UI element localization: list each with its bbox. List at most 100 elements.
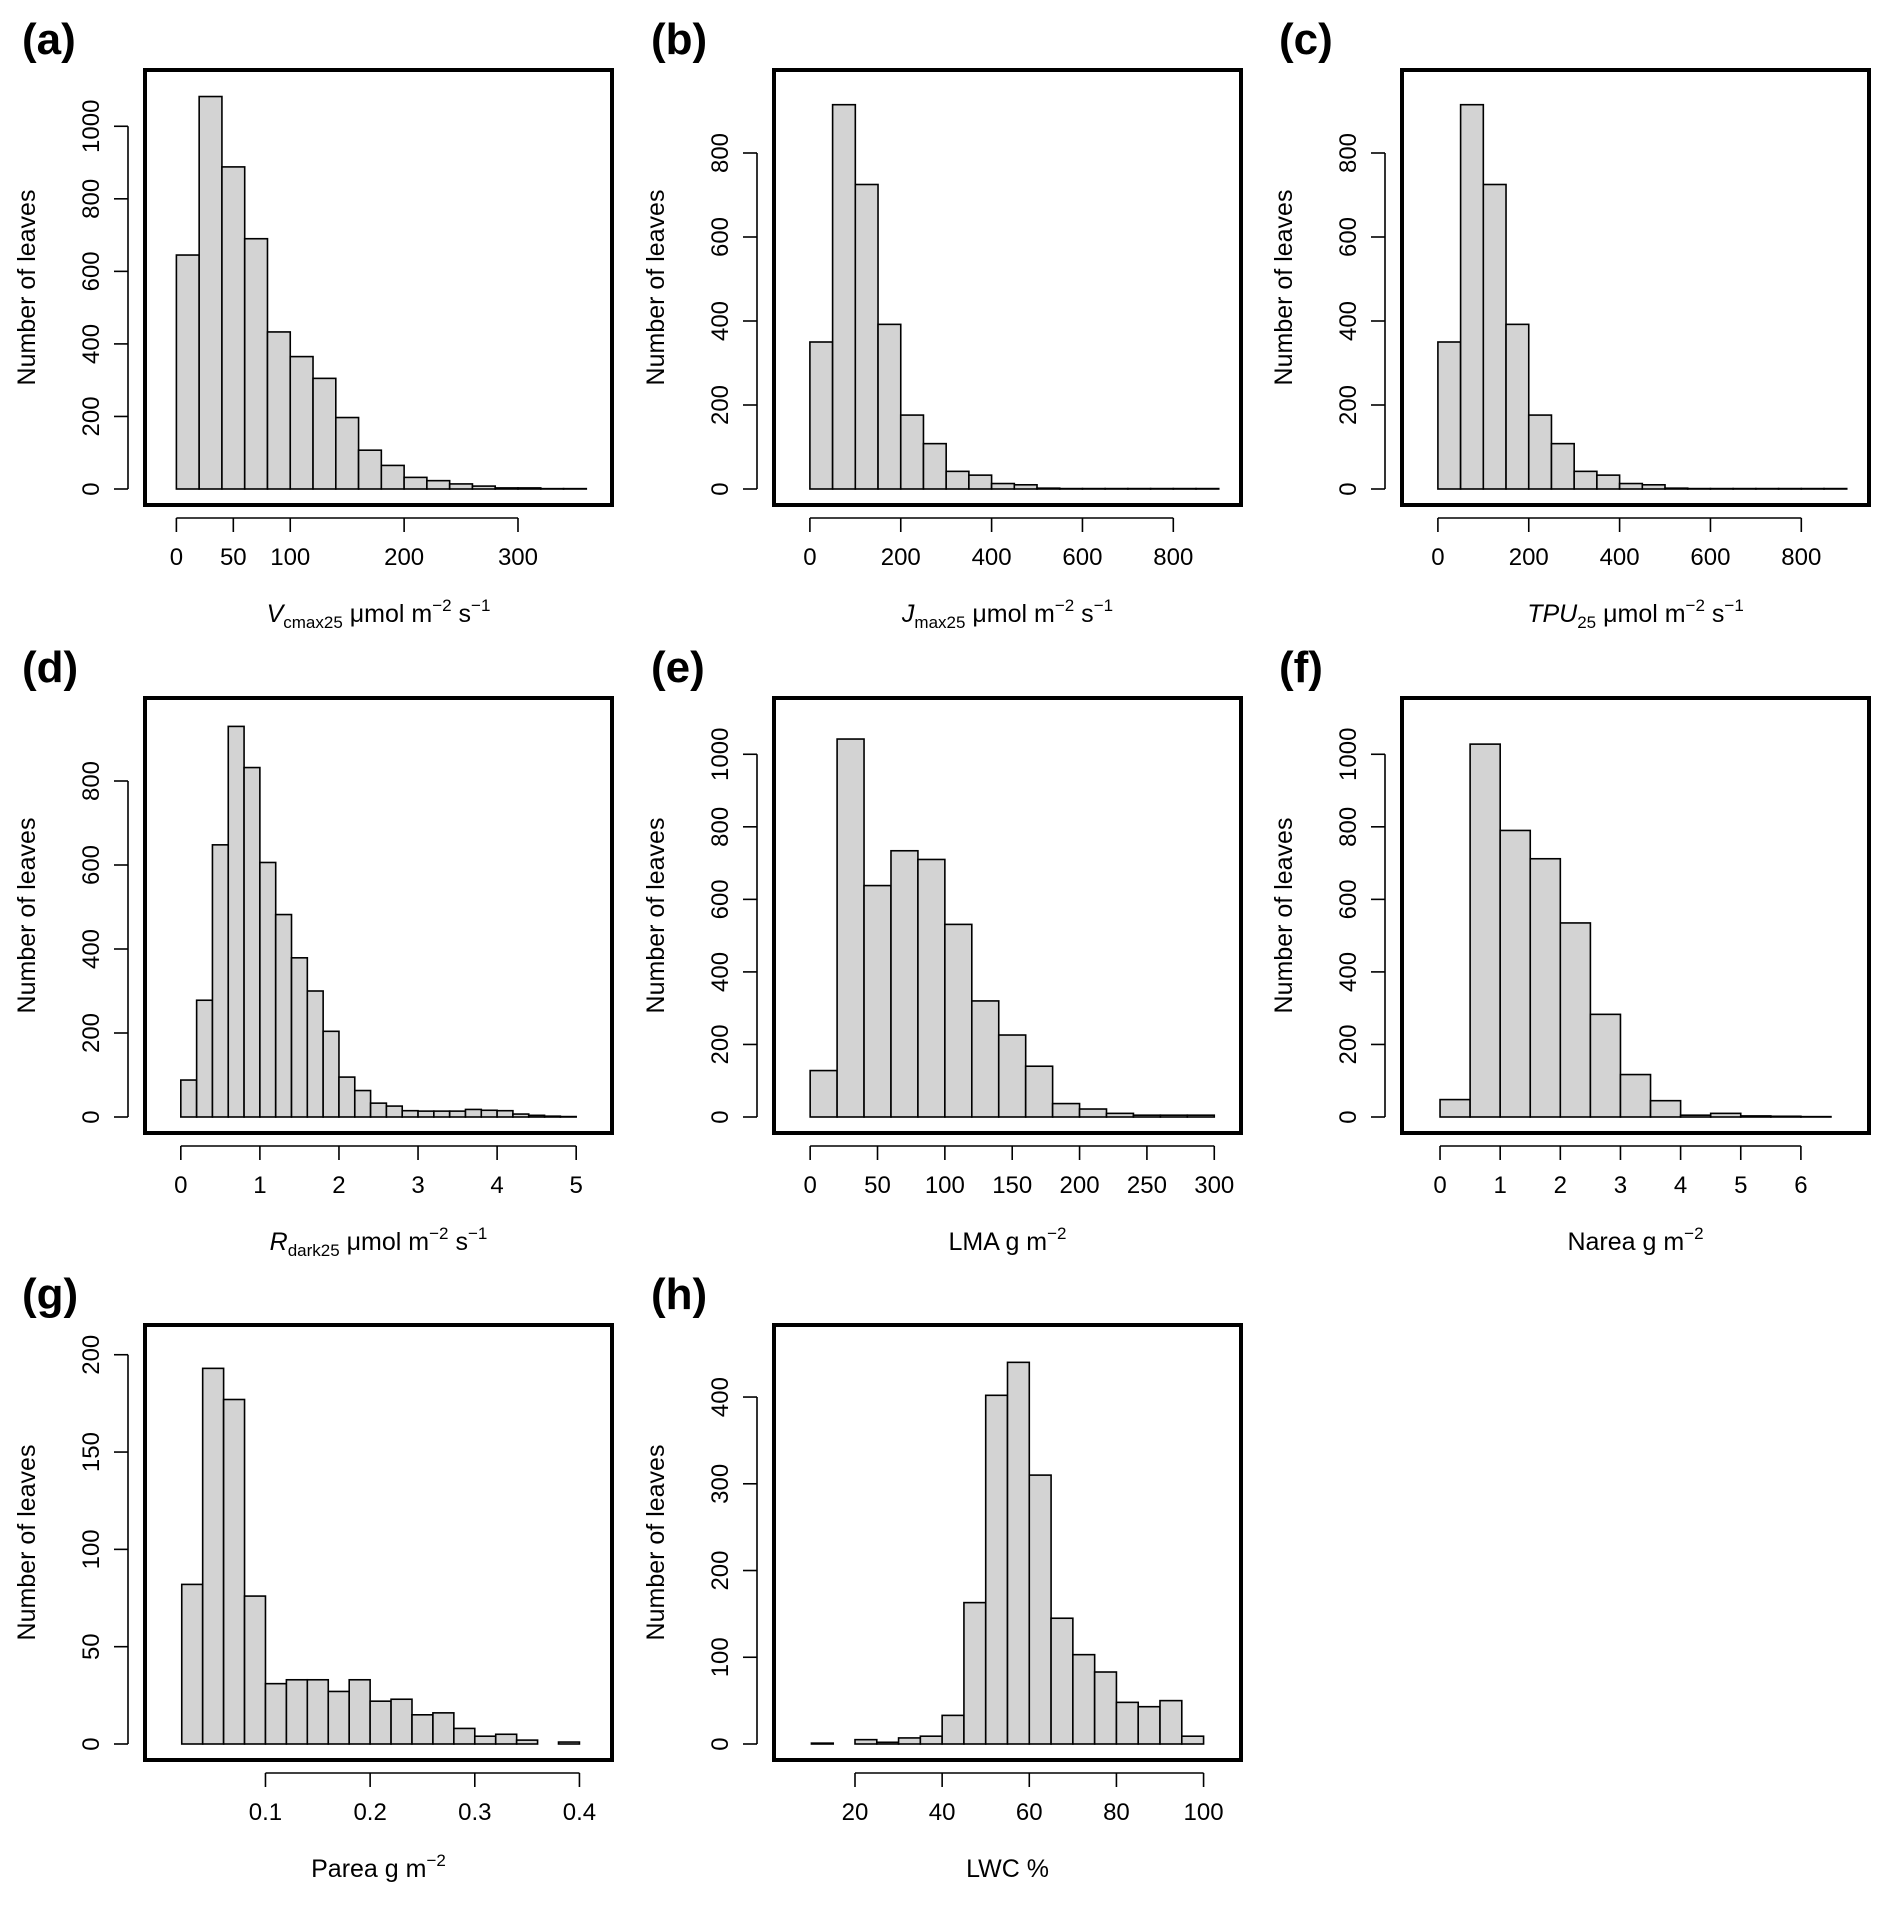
y-axis: 0 200 400 600 800 <box>1335 133 1386 496</box>
histogram-bar <box>517 487 542 490</box>
histogram-bar <box>963 1601 987 1745</box>
x-axis-title-superscript: −2 <box>432 596 451 615</box>
y-tick-label: 0 <box>1335 482 1362 495</box>
histogram-bar <box>1006 1361 1031 1745</box>
histogram-bar <box>917 858 946 1118</box>
x-axis-title-unit: μmol m <box>1596 600 1685 628</box>
histogram-bar <box>854 1738 878 1745</box>
y-axis-title: Number of leaves <box>13 190 41 386</box>
histogram-bar <box>322 1030 340 1118</box>
histogram-bar <box>1132 1114 1162 1118</box>
histogram-bar <box>432 1712 455 1745</box>
x-axis-title-unit: μmol m <box>340 1228 429 1256</box>
histogram-bar <box>180 1583 204 1745</box>
histogram-bar <box>211 844 230 1118</box>
x-tick-label: 0 <box>803 544 816 571</box>
y-tick-label: 200 <box>707 1024 734 1064</box>
histogram-bar <box>810 1742 835 1745</box>
histogram-bar <box>327 1690 350 1745</box>
histogram-bar <box>1159 1114 1189 1118</box>
histogram-bar <box>473 1735 497 1745</box>
histogram-bar <box>175 254 200 490</box>
x-axis-title: Narea g m−2 <box>1567 1224 1703 1256</box>
x-tick-label: 4 <box>1674 1172 1687 1199</box>
histogram-bar <box>195 999 214 1118</box>
y-axis-title: Number of leaves <box>642 818 670 1014</box>
histogram-bar <box>1770 1115 1802 1118</box>
histogram-bar <box>1050 1617 1074 1745</box>
histogram-bar <box>941 1714 965 1745</box>
x-axis-title-superscript: −2 <box>1047 1224 1066 1243</box>
y-tick-label: 600 <box>707 879 734 919</box>
histogram-bar <box>243 766 261 1118</box>
panel-d: (d) 0 1 2 3 4 5 0 200 400 600 800 Number of leaves Rd… <box>13 643 614 1260</box>
y-tick-label: 200 <box>78 396 105 436</box>
histogram-bar <box>201 1367 225 1745</box>
x-tick-label: 0 <box>803 1172 816 1199</box>
histogram-bar <box>968 474 993 490</box>
histogram-bar <box>464 1108 483 1118</box>
x-axis-title-superscript: −2 <box>1684 1224 1703 1243</box>
x-axis: 0 200 400 600 800 <box>1431 517 1821 571</box>
y-tick-label: 400 <box>78 324 105 364</box>
histogram-bar <box>1437 341 1462 490</box>
x-tick-label: 0.1 <box>249 1799 282 1826</box>
x-axis-title-superscript: −2 <box>1686 596 1705 615</box>
histogram-bar <box>290 957 309 1118</box>
y-tick-label: 800 <box>707 807 734 847</box>
plot-frame <box>1400 68 1871 507</box>
histogram-bar <box>227 725 245 1118</box>
x-tick-label: 3 <box>1614 1172 1627 1199</box>
histogram-bar <box>809 1069 838 1118</box>
x-axis-title-unit-second: s <box>452 600 471 628</box>
histogram-bar <box>338 1076 356 1118</box>
y-tick-label: 400 <box>707 301 734 341</box>
y-tick-label: 600 <box>78 845 105 885</box>
y-tick-label: 200 <box>78 1335 105 1375</box>
histogram-bar <box>353 1089 372 1118</box>
histogram-bar <box>1573 470 1598 490</box>
histogram-bar <box>221 166 246 490</box>
histogram-bar <box>897 1737 922 1745</box>
y-tick-label: 0 <box>707 1737 734 1750</box>
histogram-bar <box>854 183 879 490</box>
y-tick-label: 800 <box>78 179 105 219</box>
x-tick-label: 100 <box>1184 1799 1224 1826</box>
histogram-bar <box>1550 442 1575 490</box>
x-tick-label: 0 <box>1433 1172 1446 1199</box>
histogram-bar <box>266 331 292 490</box>
x-axis-title-unit: μmol m <box>343 600 432 628</box>
histogram-bar <box>1186 1114 1216 1118</box>
y-tick-label: 50 <box>78 1633 105 1660</box>
panel-a: (a) 0 50 100 200 300 0 200 400 600 800 1000 Number o… <box>13 15 614 632</box>
histogram-bar <box>1469 743 1501 1118</box>
x-axis-title: LMA g m−2 <box>948 1224 1066 1256</box>
bars <box>1439 743 1832 1118</box>
y-axis-title: Number of leaves <box>1270 190 1298 386</box>
x-tick-label: 200 <box>384 544 424 571</box>
x-axis-title-subscript: cmax25 <box>283 613 343 632</box>
x-tick-label: 4 <box>490 1172 503 1199</box>
x-axis-title-superscript: −2 <box>1055 596 1074 615</box>
panel-label: (c) <box>1279 15 1333 64</box>
y-tick-label: 400 <box>78 929 105 969</box>
x-axis: 0.1 0.2 0.3 0.4 <box>249 1772 596 1826</box>
histogram-bar <box>1078 1108 1108 1118</box>
panel-g: (g) 0.1 0.2 0.3 0.4 0 50 100 150 200 Number of lea… <box>13 1270 614 1883</box>
panel-f: (f) 0 1 2 3 4 5 6 0 200 400 600 800 1000 Number of lea… <box>1270 643 1871 1256</box>
histogram-bar <box>1664 487 1689 490</box>
x-tick-label: 1 <box>1494 1172 1507 1199</box>
x-tick-label: 60 <box>1016 1799 1043 1826</box>
histogram-bar <box>899 414 925 490</box>
histogram-bar <box>1505 323 1530 490</box>
histogram-bar <box>180 1079 198 1118</box>
x-tick-label: 0.2 <box>353 1799 386 1826</box>
x-axis: 0 1 2 3 4 5 <box>174 1145 583 1199</box>
panel-label: (b) <box>651 15 707 64</box>
histogram-bar <box>890 849 919 1118</box>
histogram-bar <box>385 1105 404 1118</box>
x-axis-title-unit-second: s <box>1705 600 1724 628</box>
bars <box>180 725 577 1118</box>
panel-label: (g) <box>22 1270 78 1319</box>
x-axis-title-text: LMA g m <box>948 1228 1047 1256</box>
